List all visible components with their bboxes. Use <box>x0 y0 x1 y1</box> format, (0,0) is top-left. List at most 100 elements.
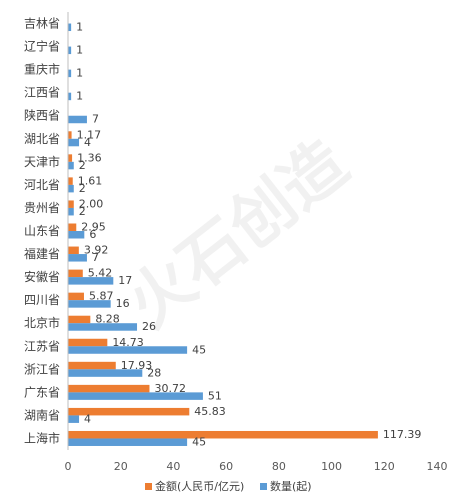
amount-data-label: 30.72 <box>154 382 186 395</box>
count-data-label: 1 <box>76 67 83 80</box>
count-bar <box>68 254 87 262</box>
count-bar <box>68 277 114 285</box>
amount-bar <box>68 338 108 347</box>
count-data-label: 17 <box>118 274 132 287</box>
category-labels: 吉林省辽宁省重庆市江西省陕西省湖北省天津市河北省贵州省山东省福建省安徽省四川省北… <box>24 17 60 446</box>
amount-bar <box>68 361 116 370</box>
amount-data-label: 14.73 <box>112 336 143 349</box>
category-label: 湖南省 <box>24 407 60 422</box>
amount-bar <box>68 177 73 185</box>
count-bar <box>68 415 80 423</box>
count-data-label: 2 <box>79 182 86 195</box>
legend-swatch-count <box>260 483 267 490</box>
category-label: 辽宁省 <box>24 39 60 54</box>
count-bar <box>68 138 80 147</box>
legend-swatch-amount <box>145 483 152 490</box>
legend: 金额(人民币/亿元) 数量(起) <box>145 479 312 493</box>
x-tick-label: 120 <box>374 460 395 473</box>
count-bar <box>68 184 74 193</box>
legend-label-amount: 金额(人民币/亿元) <box>155 479 244 493</box>
category-label: 吉林省 <box>24 17 60 31</box>
amount-bar <box>68 154 73 162</box>
count-bar <box>68 23 72 32</box>
count-data-label: 2 <box>79 205 86 218</box>
amount-data-label: 8.28 <box>95 313 120 326</box>
category-label: 湖北省 <box>24 131 60 146</box>
amount-data-label: 1.17 <box>77 128 102 141</box>
count-data-label: 1 <box>76 90 83 103</box>
x-tick-label: 80 <box>272 460 286 473</box>
count-data-label: 45 <box>192 343 206 356</box>
count-bar <box>68 369 143 377</box>
category-label: 四川省 <box>24 293 60 307</box>
watermark: 火石创造 <box>114 127 361 343</box>
amount-data-label: 5.87 <box>89 290 114 303</box>
x-tick-label: 140 <box>427 460 448 473</box>
amount-bar <box>68 384 150 393</box>
category-label: 天津市 <box>24 154 60 169</box>
count-data-label: 4 <box>84 412 91 425</box>
count-bar <box>68 231 85 239</box>
amount-bar <box>68 292 84 301</box>
category-label: 安徽省 <box>24 269 60 284</box>
count-data-label: 7 <box>92 251 99 264</box>
amount-bar <box>68 269 83 278</box>
category-label: 浙江省 <box>24 362 60 376</box>
x-tick-label: 40 <box>166 460 180 473</box>
bars <box>68 23 378 446</box>
amount-bar <box>68 246 79 255</box>
category-label: 上海市 <box>24 430 60 445</box>
count-bar <box>68 69 72 78</box>
legend-label-count: 数量(起) <box>270 480 312 493</box>
count-bar <box>68 161 74 170</box>
count-bar <box>68 392 203 400</box>
x-tick-label: 100 <box>321 460 342 473</box>
x-tick-label: 0 <box>65 460 72 473</box>
amount-data-label: 2.00 <box>79 197 104 210</box>
category-label: 重庆市 <box>24 62 60 77</box>
count-data-label: 1 <box>76 21 83 34</box>
category-label: 广东省 <box>24 385 60 399</box>
count-data-label: 4 <box>84 136 91 149</box>
count-data-label: 26 <box>142 320 156 333</box>
amount-data-label: 5.42 <box>88 267 113 280</box>
count-data-label: 6 <box>89 228 96 241</box>
count-data-label: 45 <box>192 435 206 448</box>
x-tick-label: 60 <box>219 460 233 473</box>
amount-data-label: 1.61 <box>78 174 103 187</box>
amount-data-label: 3.92 <box>84 244 109 257</box>
amount-bar <box>68 407 190 416</box>
amount-bar <box>68 223 77 231</box>
amount-data-label: 45.83 <box>194 405 226 418</box>
category-label: 陕西省 <box>24 108 60 123</box>
count-bar <box>68 346 188 354</box>
count-data-label: 7 <box>92 113 99 126</box>
amount-data-label: 2.95 <box>81 221 106 234</box>
amount-bar <box>68 430 378 439</box>
count-data-label: 16 <box>116 297 130 310</box>
amount-bar <box>68 200 74 208</box>
category-label: 江西省 <box>24 86 60 100</box>
category-label: 山东省 <box>24 224 60 238</box>
count-data-label: 2 <box>79 159 86 172</box>
count-bar <box>68 92 72 101</box>
count-data-label: 51 <box>208 389 222 402</box>
category-label: 江苏省 <box>24 339 60 353</box>
x-tick-labels: 0 20 40 60 80 100 120 140 <box>65 460 448 473</box>
category-label: 北京市 <box>24 315 60 330</box>
amount-bar <box>68 131 72 139</box>
count-data-label: 1 <box>76 44 83 57</box>
amount-bar <box>68 315 91 324</box>
count-bar <box>68 207 74 216</box>
count-bar <box>68 46 72 55</box>
amount-data-label: 1.36 <box>77 151 102 164</box>
category-label: 河北省 <box>24 178 60 192</box>
count-data-label: 28 <box>147 366 161 379</box>
count-bar <box>68 300 111 308</box>
count-bar <box>68 438 188 446</box>
amount-data-label: 117.39 <box>383 428 422 441</box>
data-labels: 111171.1741.3621.6122.0022.9563.9275.421… <box>76 21 421 449</box>
count-bar <box>68 323 138 331</box>
count-bar <box>68 115 87 124</box>
